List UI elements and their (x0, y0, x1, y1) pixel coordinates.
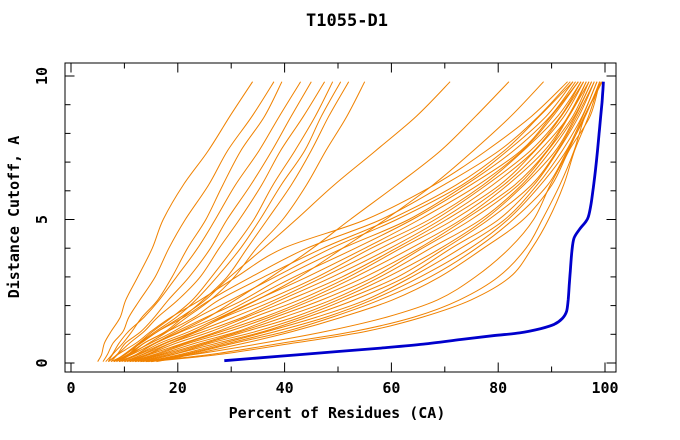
y-tick-label: 10 (33, 67, 51, 85)
model-curve (142, 81, 595, 363)
model-curve (148, 81, 598, 363)
model-curve (151, 81, 601, 363)
axis-ticks-group (65, 63, 616, 372)
model-curve (113, 81, 342, 363)
x-tick-label: 40 (276, 379, 294, 397)
chart-title: T1055-D1 (306, 11, 388, 31)
model-curve (134, 81, 590, 363)
model-curve (140, 81, 595, 363)
model-curve (134, 81, 593, 363)
model-curve (107, 81, 283, 362)
model-curve (110, 81, 326, 362)
model-curve (110, 81, 571, 363)
model-curve (151, 81, 601, 363)
model-curve (140, 81, 602, 363)
model-curve (118, 81, 579, 363)
model-curve (156, 81, 601, 363)
model-curve (129, 81, 587, 363)
best-model-curve (224, 81, 605, 363)
model-curve (118, 81, 579, 363)
x-tick-label: 60 (382, 379, 400, 397)
model-curve (108, 81, 312, 362)
model-curve (121, 81, 582, 363)
model-curve (113, 81, 574, 363)
x-tick-label: 80 (489, 379, 507, 397)
best-model-curve-group (224, 81, 605, 363)
model-curve (116, 81, 350, 363)
model-curve (113, 81, 334, 363)
y-axis-label: Distance Cutoff, A (5, 136, 23, 299)
model-curve (105, 81, 302, 362)
model-curve (126, 81, 585, 363)
model-curve (113, 81, 451, 363)
x-axis-label: Percent of Residues (CA) (229, 404, 446, 422)
model-curve (129, 81, 587, 363)
model-curve (108, 81, 568, 362)
axis-tick-labels-group: 0 20 40 60 80 100 0 5 10 (33, 67, 619, 397)
model-curve (97, 81, 254, 362)
model-curve (102, 81, 275, 362)
y-tick-label: 5 (33, 215, 51, 224)
model-curves-group (97, 81, 603, 363)
model-curve (137, 81, 593, 363)
x-tick-label: 20 (169, 379, 187, 397)
x-tick-label: 0 (66, 379, 75, 397)
plot-frame (64, 62, 617, 373)
y-tick-label: 0 (33, 358, 51, 367)
model-curve (118, 81, 366, 363)
model-curve (145, 81, 598, 363)
model-curve (116, 81, 577, 363)
model-curve (124, 81, 585, 363)
model-curve (113, 81, 574, 363)
x-tick-label: 100 (591, 379, 618, 397)
